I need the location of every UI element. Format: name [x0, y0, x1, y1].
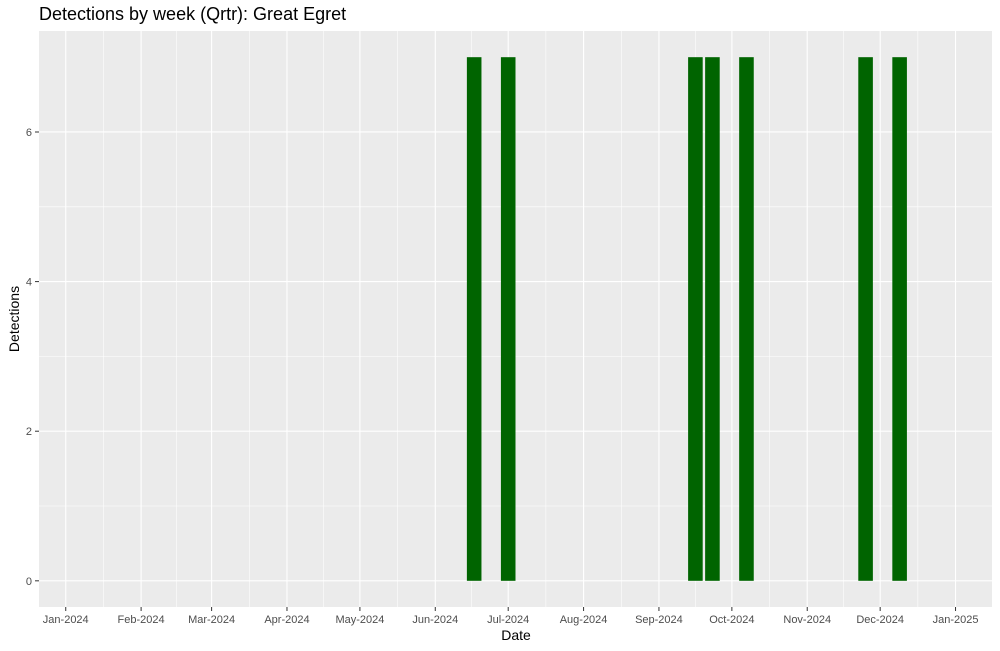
bar [892, 57, 907, 581]
y-tick-label: 2 [26, 426, 32, 438]
x-tick-label: Feb-2024 [118, 614, 165, 626]
bar [705, 57, 720, 581]
y-axis: 0 2 4 6 [26, 127, 39, 588]
x-tick-label: Apr-2024 [264, 614, 309, 626]
chart-title: Detections by week (Qrtr): Great Egret [39, 4, 347, 24]
x-tick-label: Mar-2024 [188, 614, 235, 626]
bar [500, 57, 516, 581]
x-tick-label: Aug-2024 [560, 614, 608, 626]
y-tick-label: 6 [26, 127, 32, 139]
x-tick-label: Jan-2025 [933, 614, 979, 626]
x-tick-label: Nov-2024 [783, 614, 831, 626]
x-tick-label: Oct-2024 [709, 614, 754, 626]
x-tick-label: Sep-2024 [635, 614, 683, 626]
bar [739, 57, 754, 581]
y-tick-label: 0 [26, 576, 32, 588]
bar [858, 57, 873, 581]
y-axis-title: Detections [6, 285, 22, 353]
x-tick-label: Jul-2024 [487, 614, 529, 626]
x-axis: Jan-2024 Feb-2024 Mar-2024 Apr-2024 May-2024… [43, 607, 979, 626]
x-axis-title: Date [501, 627, 531, 643]
x-tick-label: Jun-2024 [412, 614, 458, 626]
y-tick-label: 4 [26, 277, 32, 289]
x-tick-label: Jan-2024 [43, 614, 89, 626]
x-tick-label: Dec-2024 [856, 614, 904, 626]
bar [688, 57, 703, 581]
bar [466, 57, 482, 581]
x-tick-label: May-2024 [335, 614, 384, 626]
bar-series [466, 57, 907, 581]
